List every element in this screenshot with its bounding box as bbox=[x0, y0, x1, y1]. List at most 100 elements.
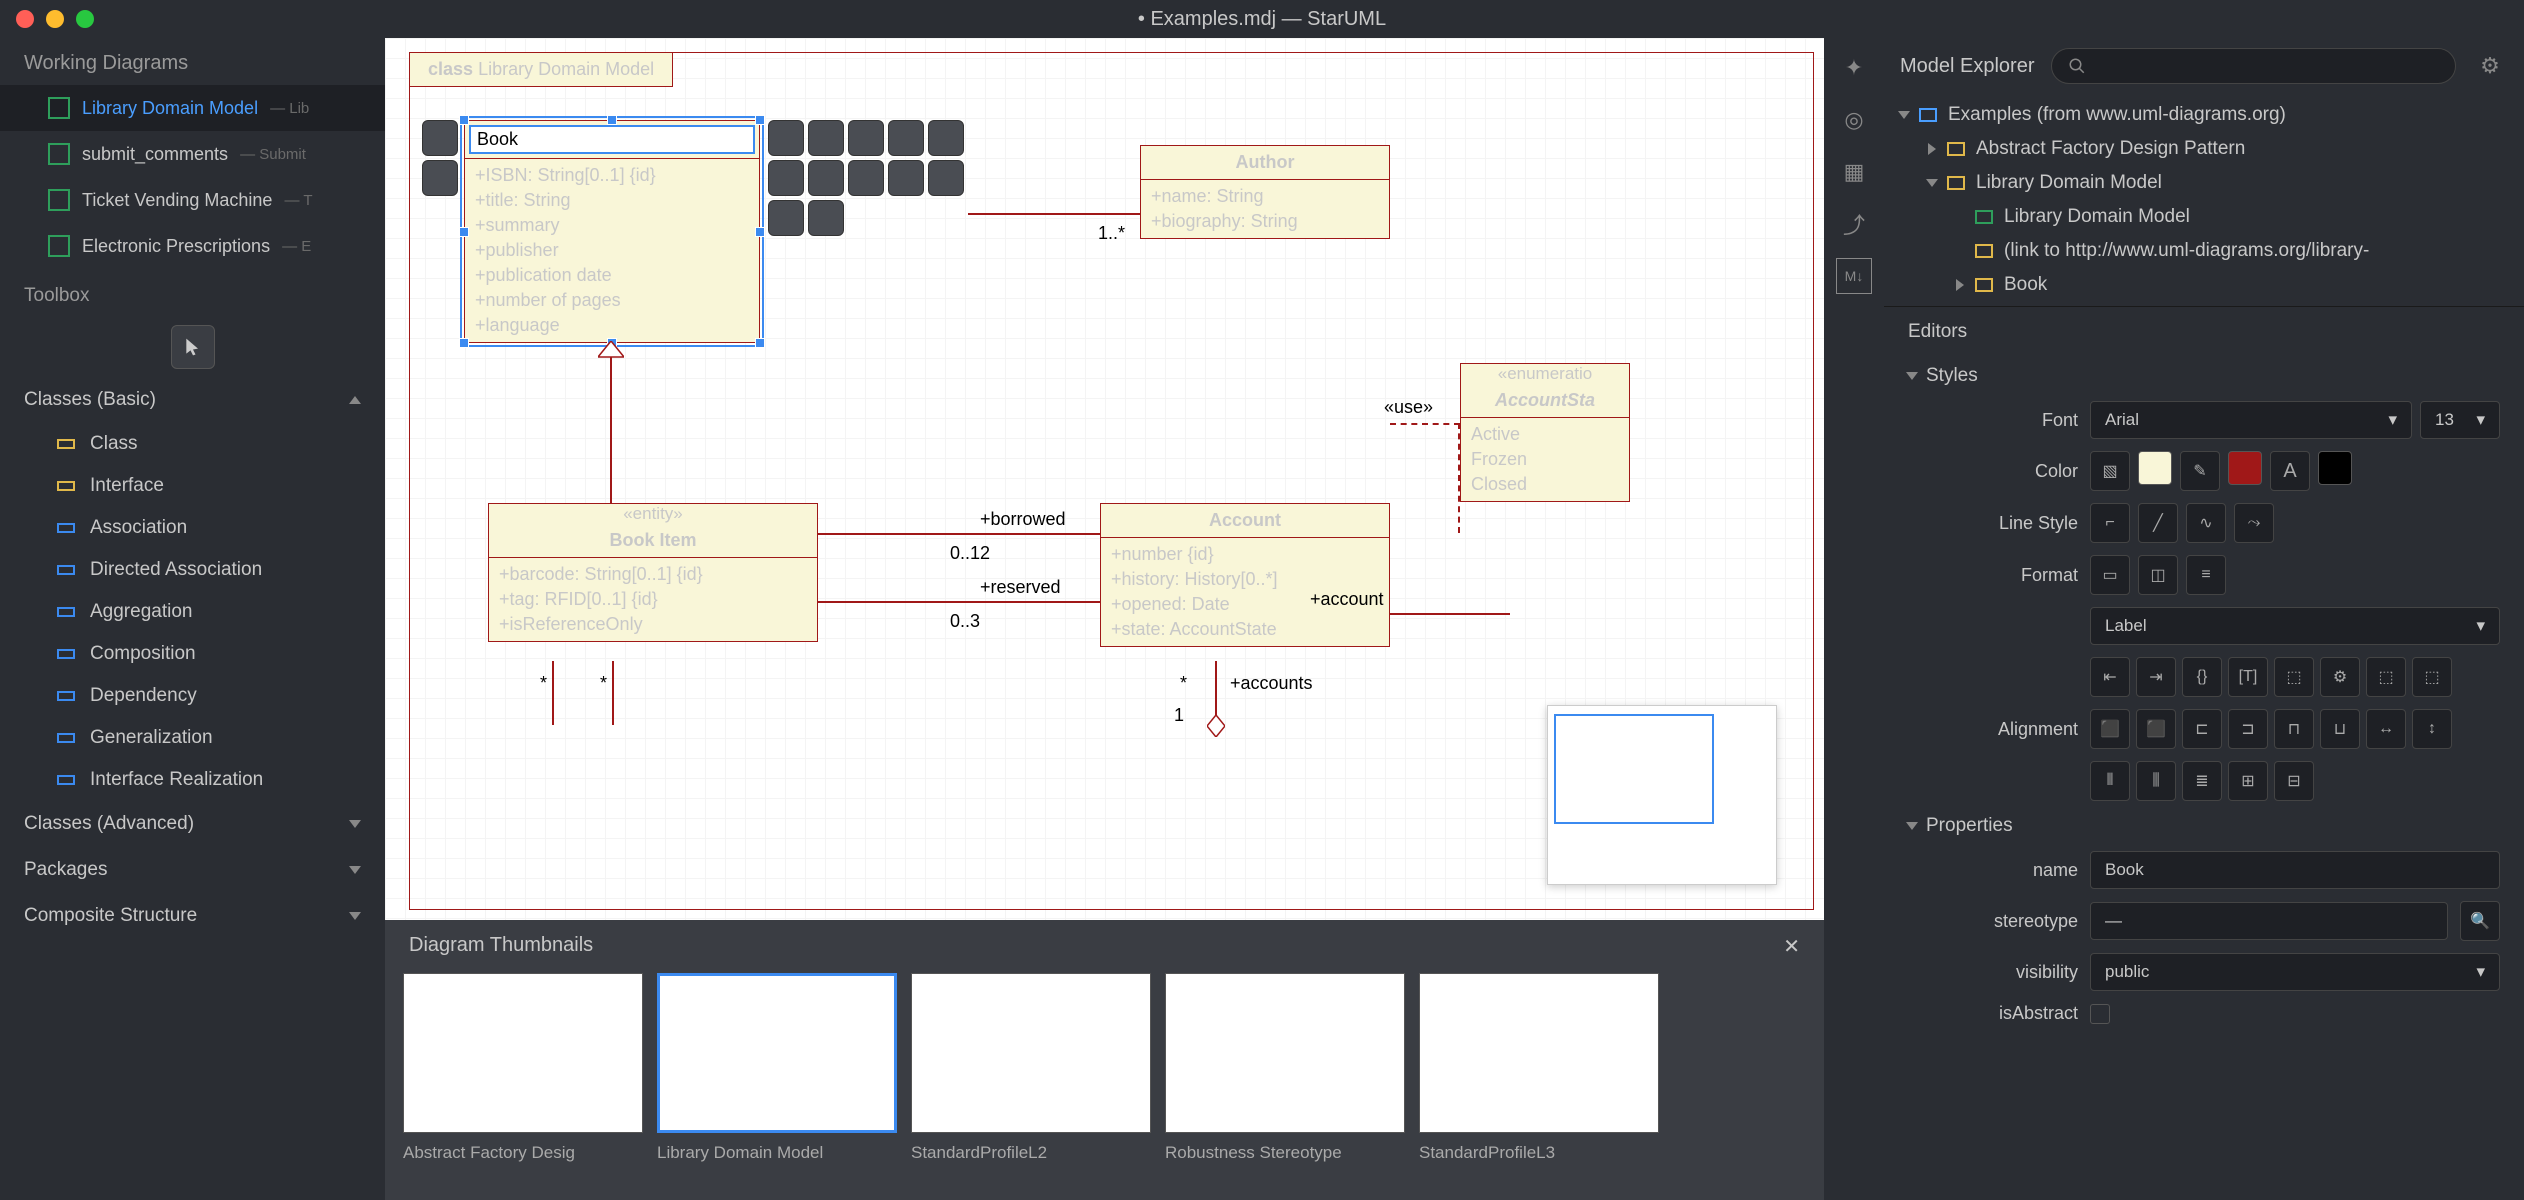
extension-icon[interactable]: ✦ bbox=[1836, 50, 1872, 86]
format-3[interactable]: ≡ bbox=[2186, 555, 2226, 595]
gen-bookitem-book[interactable] bbox=[610, 354, 612, 504]
text-swatch[interactable] bbox=[2318, 451, 2352, 485]
toolbox-item[interactable]: Directed Association bbox=[0, 549, 385, 591]
qb-item[interactable] bbox=[422, 160, 458, 196]
working-diagram-item[interactable]: Ticket Vending Machine — T bbox=[0, 177, 385, 223]
right-panel: Model Explorer ⚙ Examples (from www.uml-… bbox=[1884, 38, 2524, 1200]
toolbox-item[interactable]: Aggregation bbox=[0, 591, 385, 633]
search-input[interactable] bbox=[2051, 48, 2456, 84]
minimize-window[interactable] bbox=[46, 10, 64, 28]
toolbox-item[interactable]: Association bbox=[0, 507, 385, 549]
tree-item[interactable]: Abstract Factory Design Pattern bbox=[1884, 132, 2524, 166]
qb-item[interactable] bbox=[422, 120, 458, 156]
class-account[interactable]: Account +number {id}+history: History[0.… bbox=[1100, 503, 1390, 647]
thumbnail-item[interactable]: Library Domain Model bbox=[657, 973, 897, 1163]
generalization-arrow-icon bbox=[598, 341, 624, 359]
working-diagram-item[interactable]: Library Domain Model — Lib bbox=[0, 85, 385, 131]
thumbnail-item[interactable]: StandardProfileL2 bbox=[911, 973, 1151, 1163]
qb-item[interactable] bbox=[768, 120, 804, 156]
prop-stereo-input[interactable] bbox=[2090, 902, 2448, 940]
toolbox-item[interactable]: Dependency bbox=[0, 675, 385, 717]
toolbox-section[interactable]: Packages bbox=[0, 847, 385, 893]
tree-item[interactable]: (link to http://www.uml-diagrams.org/lib… bbox=[1884, 234, 2524, 268]
assoc-reserved[interactable] bbox=[818, 601, 1100, 603]
font-size-select[interactable]: 13▾ bbox=[2420, 401, 2500, 439]
toolbox-item[interactable]: Interface bbox=[0, 465, 385, 507]
working-diagram-item[interactable]: submit_comments — Submit bbox=[0, 131, 385, 177]
toolbox-item[interactable]: Composition bbox=[0, 633, 385, 675]
linestyle-diag[interactable]: ╱ bbox=[2138, 503, 2178, 543]
toolbox-item[interactable]: Interface Realization bbox=[0, 759, 385, 801]
toolbox-header: Toolbox bbox=[0, 269, 385, 317]
font-select[interactable]: Arial▾ bbox=[2090, 401, 2412, 439]
assoc-account-role[interactable] bbox=[1390, 613, 1510, 615]
toolbox-section[interactable]: Classes (Advanced) bbox=[0, 801, 385, 847]
format-2[interactable]: ◫ bbox=[2138, 555, 2178, 595]
thumbnails-close[interactable]: ✕ bbox=[1783, 934, 1800, 959]
thumbnail-item[interactable]: StandardProfileL3 bbox=[1419, 973, 1659, 1163]
close-window[interactable] bbox=[16, 10, 34, 28]
format-select[interactable]: Label▾ bbox=[2090, 607, 2500, 645]
qb-item[interactable] bbox=[768, 160, 804, 196]
cursor-icon bbox=[183, 337, 203, 357]
line-swatch[interactable] bbox=[2228, 451, 2262, 485]
window-title: • Examples.mdj — StarUML bbox=[1138, 8, 1386, 31]
class-book[interactable]: +ISBN: String[0..1] {id}+title: String+s… bbox=[464, 120, 760, 343]
properties-section[interactable]: Properties bbox=[1884, 807, 2524, 845]
qb-item[interactable] bbox=[808, 160, 844, 196]
linestyle-rect[interactable]: ⌐ bbox=[2090, 503, 2130, 543]
assoc-book-author[interactable] bbox=[968, 213, 1140, 215]
gear-icon[interactable]: ⚙ bbox=[2472, 48, 2508, 84]
qb-item[interactable] bbox=[888, 120, 924, 156]
toolbox-section[interactable]: Classes (Basic) bbox=[0, 377, 385, 423]
minimap[interactable] bbox=[1547, 705, 1777, 885]
qb-item[interactable] bbox=[928, 120, 964, 156]
class-bookitem[interactable]: «entity» Book Item +barcode: String[0..1… bbox=[488, 503, 818, 642]
qb-item[interactable] bbox=[808, 120, 844, 156]
class-name-edit[interactable] bbox=[469, 125, 755, 154]
qb-item[interactable] bbox=[888, 160, 924, 196]
working-diagrams-header: Working Diagrams bbox=[0, 38, 385, 85]
styles-section[interactable]: Styles bbox=[1884, 357, 2524, 395]
linestyle-curve[interactable]: ∿ bbox=[2186, 503, 2226, 543]
grid-icon[interactable]: ▦ bbox=[1836, 154, 1872, 190]
toolbox-item[interactable]: Class bbox=[0, 423, 385, 465]
diagram-canvas[interactable]: class Library Domain Model +ISBN: String… bbox=[385, 38, 1824, 920]
toolbox-item[interactable]: Generalization bbox=[0, 717, 385, 759]
toolbox-section[interactable]: Composite Structure bbox=[0, 893, 385, 939]
maximize-window[interactable] bbox=[76, 10, 94, 28]
line-picker[interactable]: ✎ bbox=[2180, 451, 2220, 491]
dep-use[interactable] bbox=[1390, 423, 1460, 533]
fill-picker[interactable]: ▧ bbox=[2090, 451, 2130, 491]
tree-item[interactable]: Library Domain Model bbox=[1884, 166, 2524, 200]
format-1[interactable]: ▭ bbox=[2090, 555, 2130, 595]
isabstract-checkbox[interactable] bbox=[2090, 1004, 2110, 1024]
qb-item[interactable] bbox=[848, 120, 884, 156]
center-area: class Library Domain Model +ISBN: String… bbox=[385, 38, 1824, 1200]
target-icon[interactable]: ◎ bbox=[1836, 102, 1872, 138]
qb-item[interactable] bbox=[768, 200, 804, 236]
tree-item[interactable]: Library Domain Model bbox=[1884, 200, 2524, 234]
markdown-icon[interactable]: M↓ bbox=[1836, 258, 1872, 294]
class-author[interactable]: Author +name: String+biography: String bbox=[1140, 145, 1390, 239]
qb-item[interactable] bbox=[848, 160, 884, 196]
qb-item[interactable] bbox=[928, 160, 964, 196]
stereo-browse[interactable]: 🔍 bbox=[2460, 901, 2500, 941]
text-color[interactable]: A bbox=[2270, 451, 2310, 491]
qb-item[interactable] bbox=[808, 200, 844, 236]
cursor-tool[interactable] bbox=[171, 325, 215, 369]
enum-accountstate[interactable]: «enumeratio AccountSta ActiveFrozenClose… bbox=[1460, 363, 1630, 502]
linestyle-round[interactable]: ⤳ bbox=[2234, 503, 2274, 543]
diagram-frame: class Library Domain Model +ISBN: String… bbox=[409, 52, 1814, 910]
thumbnail-item[interactable]: Robustness Stereotype bbox=[1165, 973, 1405, 1163]
share-icon[interactable]: ⤴ bbox=[1836, 206, 1872, 242]
assoc-borrowed[interactable] bbox=[818, 533, 1100, 535]
fill-swatch[interactable] bbox=[2138, 451, 2172, 485]
visibility-select[interactable]: public▾ bbox=[2090, 953, 2500, 991]
prop-name-input[interactable] bbox=[2090, 851, 2500, 889]
tree-item[interactable]: Book bbox=[1884, 268, 2524, 302]
aggregation-diamond-icon bbox=[1207, 715, 1225, 737]
thumbnail-item[interactable]: Abstract Factory Desig bbox=[403, 973, 643, 1163]
tree-item[interactable]: Examples (from www.uml-diagrams.org) bbox=[1884, 98, 2524, 132]
working-diagram-item[interactable]: Electronic Prescriptions — E bbox=[0, 223, 385, 269]
